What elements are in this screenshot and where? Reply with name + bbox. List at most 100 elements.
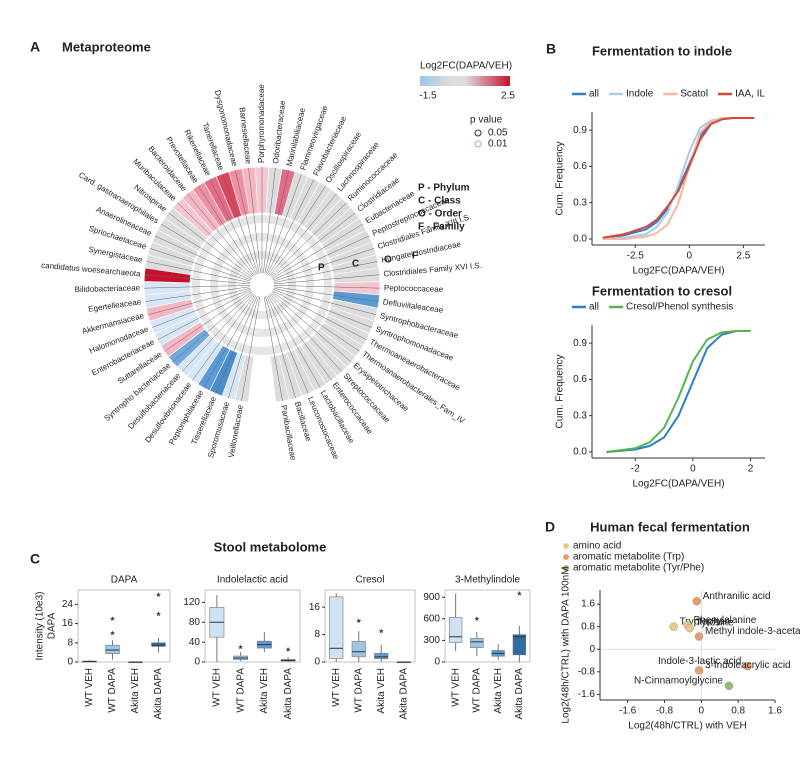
pvalue-level: 0.05 [488,128,508,139]
x-tick-label: WT DAPA [472,668,483,713]
x-tick-label: 1.6 [768,706,782,717]
cdf-line [602,117,755,240]
y-tick-label: 80 [189,617,201,628]
y-tick-label: 8 [67,637,73,648]
x-tick-label: Akita VEH [493,668,504,714]
branch [181,293,255,372]
y-tick-label: -1.6 [578,689,596,700]
box [151,642,166,647]
pvalue-level: 0.01 [488,139,508,150]
branch [222,173,259,274]
y-tick-label: 8 [314,629,320,640]
x-tick-label: WT VEH [450,668,461,707]
branch [187,193,255,276]
cdf-line [606,330,751,453]
y-tick-label: 0.3 [573,410,587,421]
outlier [516,591,522,596]
chart-title: 3-Methylindole [455,575,520,586]
branch [144,274,251,285]
panel-title: Metaproteome [62,39,151,54]
branch [271,212,356,278]
branch [267,295,321,388]
y-tick-label: 24 [62,599,74,610]
rank-key: F - Family [418,222,465,233]
box [512,634,527,656]
branch [272,235,370,281]
colorbar [420,76,510,86]
branch [273,287,377,316]
box [351,641,366,658]
legend-label: amino acid [573,541,621,552]
colorbar-min: -1.5 [419,91,437,102]
x-tick-label: WT DAPA [107,668,118,713]
x-tick-label: WT DAPA [235,668,246,713]
branch [263,167,276,274]
legend-label: Scatol [680,89,708,100]
legend-swatch [563,554,569,560]
branch [209,178,257,275]
family-label: Barnesiellaceae [238,107,253,165]
point [692,597,701,606]
branch [273,261,378,283]
y-tick-label: 0.8 [581,621,595,632]
y-tick-label: 16 [62,618,74,629]
outlier [156,611,161,617]
branch [168,212,253,278]
x-tick-label: Akita DAPA [153,668,164,720]
box [448,617,463,643]
point [685,623,695,633]
outlier [156,592,161,597]
y-axis-label: Cum. Frequency [555,355,566,429]
plot-frame [204,589,301,663]
panel-label: B [546,41,556,57]
branch [172,292,254,363]
branch [192,294,256,381]
family-label: Egertelleaceae [88,297,143,313]
outlier [110,630,115,636]
x-axis-label: Log2FC(DAPA/VEH) [632,266,724,277]
branch [215,295,258,394]
outlier [378,628,384,634]
branch [266,295,309,394]
box [329,596,344,659]
point [694,632,704,641]
point-label: N-Cinnamoylglycine [634,676,723,687]
y-tick-label: -0.8 [578,666,596,677]
y-tick-label: 0 [194,657,200,668]
pvalue-symbol [474,129,482,137]
chart-title: Cresol [356,575,385,586]
panel-label: C [30,551,40,567]
branch [268,185,326,276]
legend-label: aromatic metabolite (Trp) [573,552,684,563]
legend-label: Indole [626,89,654,100]
y-axis-label: Intensity (10e3) [35,592,46,661]
rank-key: P - Phylum [418,183,470,194]
y-tick-label: 900 [423,592,440,603]
outlier [285,647,291,652]
y-tick-label: 16 [309,602,321,613]
x-tick-label: WT VEH [331,668,342,707]
x-tick-label: Akita VEH [376,668,387,714]
branch [273,285,380,289]
y-tick-label: 300 [423,635,440,646]
branch [154,235,252,281]
family-label: Odoribacteraceae [271,100,287,165]
cdf-line [602,117,755,240]
pvalue-title: p value [470,115,503,126]
family-label: Panibacillaceae [279,404,298,461]
branch [241,296,261,402]
legend-label: all [589,89,599,100]
legend-label: all [589,302,599,313]
branch [271,291,360,352]
branch [272,223,364,280]
box [105,644,120,654]
branch [273,286,379,302]
point-label: Phenylalanine [694,615,757,626]
family-label: Peptococcaceae [384,283,444,294]
y-tick-label: 0.3 [573,197,587,208]
x-tick-label: 0 [690,464,696,475]
panel-label: A [30,39,40,55]
branch [269,193,337,276]
x-tick-label: 2 [748,464,754,475]
